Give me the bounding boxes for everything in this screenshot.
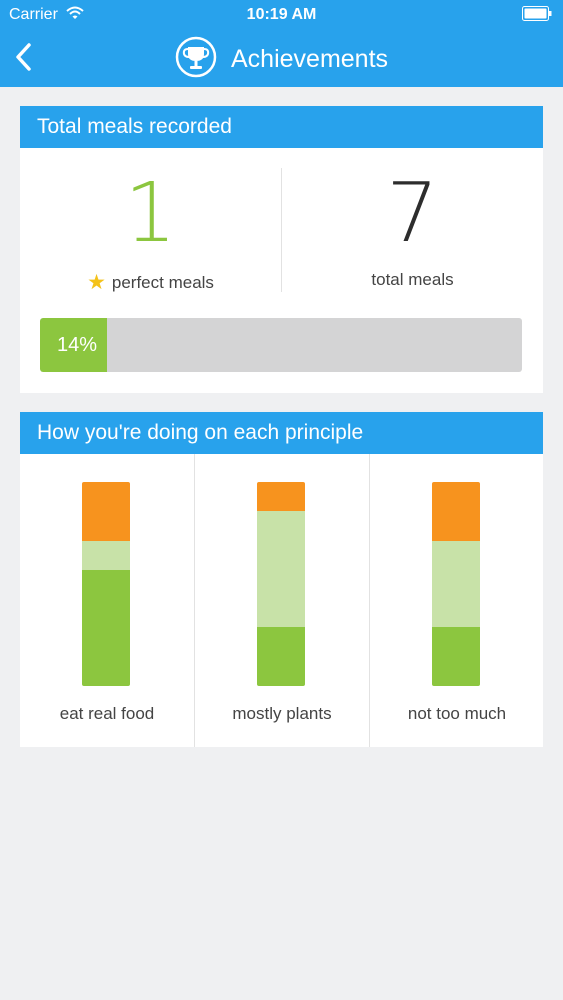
principle-label: eat real food bbox=[59, 704, 155, 723]
wifi-icon bbox=[66, 6, 84, 19]
perfect-meals-label-row: ★ perfect meals bbox=[20, 270, 281, 295]
bar-segment-light-green bbox=[82, 541, 130, 570]
principles-card: How you're doing on each principle eat r… bbox=[20, 412, 543, 747]
star-icon: ★ bbox=[87, 271, 106, 294]
carrier-label: Carrier bbox=[9, 6, 58, 23]
principle-stacked-bar bbox=[432, 482, 480, 686]
principle-label: mostly plants bbox=[232, 704, 332, 723]
bar-segment-light-green bbox=[432, 541, 480, 627]
bar-segment-green bbox=[257, 627, 305, 686]
total-meals-header: Total meals recorded bbox=[20, 106, 543, 148]
progress-fill bbox=[40, 318, 108, 372]
bar-segment-light-green bbox=[257, 511, 305, 627]
status-time: 10:19 AM bbox=[246, 6, 317, 23]
principle-stacked-bar bbox=[82, 482, 130, 686]
column-divider bbox=[194, 454, 195, 747]
principle-column: not too much bbox=[370, 454, 544, 747]
total-meals-card: Total meals recorded 1 ★ perfect meals 7 … bbox=[20, 106, 543, 393]
status-bar: Carrier 10:19 AM bbox=[0, 0, 563, 30]
principle-column: eat real food bbox=[20, 454, 194, 747]
column-divider bbox=[369, 454, 370, 747]
bar-segment-orange bbox=[257, 482, 305, 511]
perfect-meals-stat: 1 ★ perfect meals bbox=[20, 166, 281, 295]
navigation-bar: Achievements bbox=[0, 30, 563, 87]
top-bar: Carrier 10:19 AM Achievements bbox=[0, 0, 563, 87]
total-meals-stat: 7 total meals bbox=[282, 166, 543, 290]
principle-label: not too much bbox=[407, 704, 507, 723]
bar-segment-green bbox=[82, 570, 130, 686]
progress-percent-label: 14% bbox=[57, 334, 98, 356]
principle-column: mostly plants bbox=[195, 454, 369, 747]
perfect-meals-progress-bar: 14% bbox=[40, 318, 522, 372]
stat-divider bbox=[281, 168, 282, 292]
battery-icon bbox=[522, 6, 552, 21]
bar-segment-orange bbox=[432, 482, 480, 541]
bar-segment-orange bbox=[82, 482, 130, 541]
bar-segment-green bbox=[432, 627, 480, 686]
perfect-meals-label: perfect meals bbox=[111, 273, 214, 292]
back-chevron-icon[interactable] bbox=[12, 42, 36, 72]
principles-header: How you're doing on each principle bbox=[20, 412, 543, 454]
total-meals-count: 7 bbox=[386, 166, 439, 261]
total-meals-label: total meals bbox=[371, 270, 454, 289]
page-title: Achievements bbox=[231, 45, 389, 73]
trophy-icon bbox=[175, 36, 217, 78]
principle-stacked-bar bbox=[257, 482, 305, 686]
perfect-meals-count: 1 bbox=[124, 166, 177, 261]
